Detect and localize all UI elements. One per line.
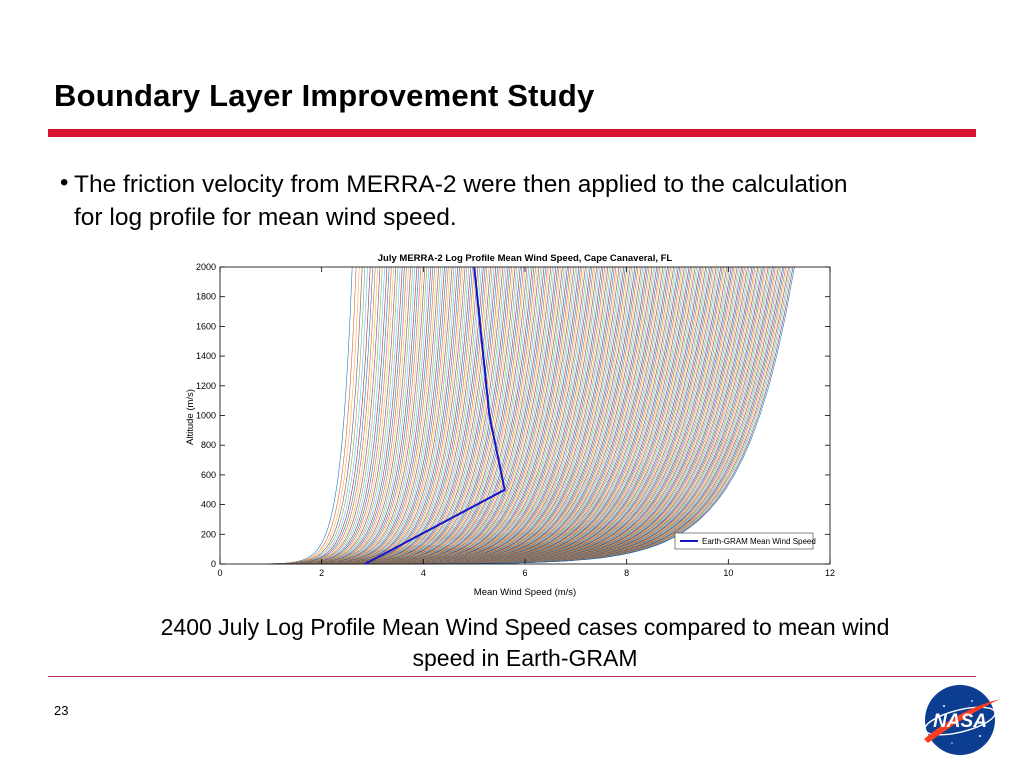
svg-text:NASA: NASA (933, 711, 987, 732)
x-tick-label: 2 (319, 568, 324, 578)
legend-box (674, 532, 814, 550)
log-profile-case (274, 266, 381, 565)
y-tick-label: 1800 (196, 292, 216, 302)
x-tick-label: 10 (723, 568, 733, 578)
log-profile-case (273, 266, 378, 565)
y-axis-label: Altitude (m/s) (185, 389, 196, 445)
log-profile-case (279, 266, 397, 565)
log-profile-case (295, 266, 443, 565)
x-axis-label: Mean Wind Speed (m/s) (474, 587, 576, 598)
bullet-text: The friction velocity from MERRA-2 were … (74, 171, 848, 231)
chart-canvas: 0 2 4 6 8 10 12 0 200 400 600 800 1000 1200 1400 1600 18… (185, 253, 835, 598)
log-profile-case (270, 266, 368, 565)
x-tick-label: 0 (217, 568, 222, 578)
bullet-icon: • (60, 169, 69, 196)
x-tick-label: 6 (522, 568, 527, 578)
y-tick-label: 200 (201, 529, 216, 539)
title-divider (48, 129, 976, 137)
log-profile-case (404, 266, 764, 565)
x-tick-label: 8 (624, 568, 629, 578)
y-tick-label: 400 (201, 500, 216, 510)
y-tick-label: 1200 (196, 381, 216, 391)
chart-series (364, 266, 506, 565)
x-tick-label: 4 (421, 568, 426, 578)
footer-divider (48, 676, 976, 677)
log-profile-case (275, 266, 383, 565)
log-profile-case (284, 266, 409, 565)
earth-gram-series-line (364, 266, 506, 565)
log-profile-case (285, 266, 414, 565)
log-profile-case (266, 266, 357, 565)
log-profile-case (278, 266, 392, 565)
wind-speed-chart: 0 2 4 6 8 10 12 0 200 400 600 800 1000 1200 1400 1600 18… (170, 245, 850, 600)
slide-title: Boundary Layer Improvement Study (54, 78, 595, 113)
log-profile-case (264, 266, 353, 565)
log-profile-case (415, 266, 795, 565)
y-tick-label: 2000 (196, 262, 216, 272)
y-tick-label: 1000 (196, 411, 216, 421)
y-tick-label: 1600 (196, 321, 216, 331)
log-profile-case (280, 266, 399, 565)
nasa-meatball-icon: NASA (924, 685, 1000, 755)
nasa-logo: NASA (914, 681, 1006, 764)
y-tick-label: 800 (201, 440, 216, 450)
log-profile-case (292, 266, 436, 565)
log-profile-curves (264, 266, 795, 565)
chart-axes: 0 2 4 6 8 10 12 0 200 400 600 800 1000 1200 1400 1600 18… (196, 262, 835, 578)
x-tick-label: 12 (825, 568, 835, 578)
y-tick-label: 600 (201, 470, 216, 480)
y-tick-label: 0 (211, 559, 216, 569)
chart-title: July MERRA-2 Log Profile Mean Wind Speed… (378, 253, 673, 264)
figure-caption: 2400 July Log Profile Mean Wind Speed ca… (160, 614, 890, 671)
legend-label: Earth-GRAM Mean Wind Speed (702, 537, 816, 546)
bullet-point: • The friction velocity from MERRA-2 wer… (60, 168, 880, 234)
page-number: 23 (54, 703, 69, 718)
chart-legend: Earth-GRAM Mean Wind Speed (674, 532, 816, 550)
log-profile-case (346, 266, 594, 565)
y-tick-label: 1400 (196, 351, 216, 361)
